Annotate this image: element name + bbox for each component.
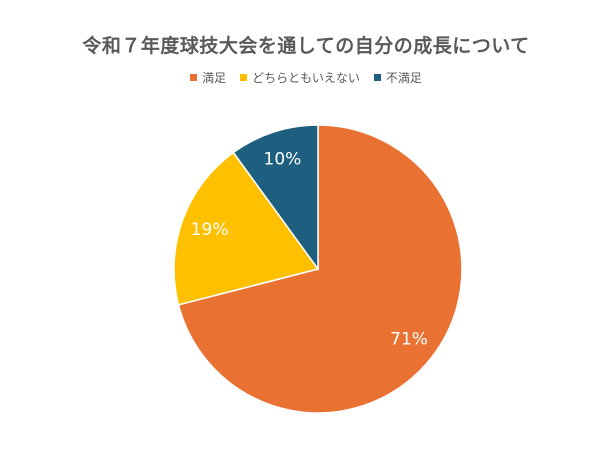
pie-slice-dissatisfied [232,124,319,272]
pie-slice-satisfied [177,124,463,414]
pie-slice-neutral [173,151,320,306]
legend-swatch-dissatisfied [373,74,381,81]
legend-item-neutral: どちらともいえない [240,69,360,86]
legend-label-satisfied: 満足 [202,71,227,85]
legend: 満足 どちらともいえない 不満足 [0,69,612,86]
data-label-satisfied: 71% [390,330,428,350]
legend-label-neutral: どちらともいえない [252,71,360,85]
pie-labels: 71% 19% 10% [191,149,428,349]
legend-swatch-satisfied [190,74,198,81]
legend-label-dissatisfied: 不満足 [385,71,422,85]
data-label-neutral: 19% [191,220,229,240]
chart-title: 令和７年度球技大会を通しての自分の成長について [82,35,530,57]
legend-item-dissatisfied: 不満足 [373,69,422,86]
data-label-dissatisfied: 10% [264,149,302,169]
legend-item-satisfied: 満足 [190,69,226,86]
legend-swatch-neutral [240,74,248,81]
pie-slices [173,124,463,414]
